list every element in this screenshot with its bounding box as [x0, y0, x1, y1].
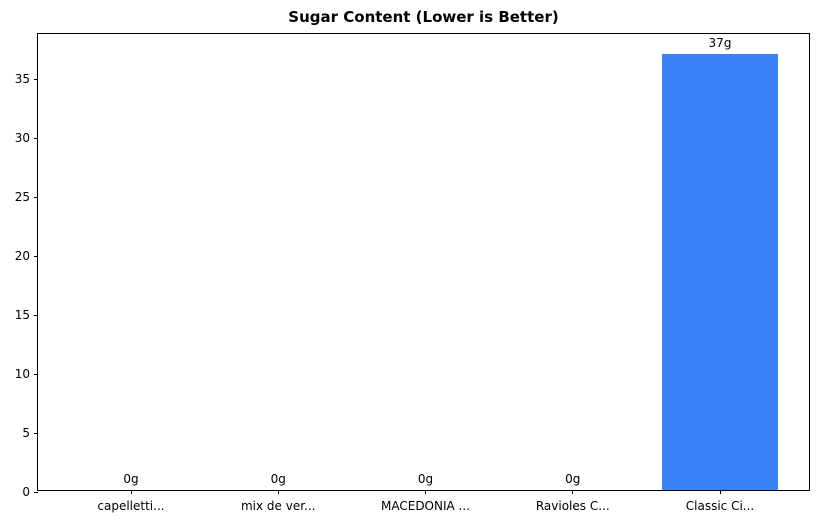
bar-value-label: 37g: [708, 35, 732, 50]
bar-value-label: 0g: [565, 472, 581, 486]
bar-value-label: 0g: [123, 472, 139, 486]
y-tick: [34, 432, 38, 434]
x-tick-label: mix de ver...: [240, 499, 316, 513]
x-tick-label: Classic Ci...: [685, 499, 755, 513]
x-tick: [572, 490, 574, 494]
y-tick-label: 15: [14, 308, 30, 323]
bar-value-label: 0g: [270, 472, 286, 486]
x-tick: [277, 490, 279, 494]
y-tick-label: 35: [14, 72, 30, 87]
y-tick: [34, 196, 38, 198]
x-tick-label: Ravioles C...: [535, 499, 610, 513]
y-tick: [34, 78, 38, 80]
y-tick-label: 30: [14, 131, 30, 146]
bar: [662, 53, 778, 490]
y-tick: [34, 491, 38, 493]
x-tick-label: MACEDONIA ...: [381, 499, 470, 513]
x-tick-label: capelletti...: [97, 499, 165, 513]
bar-value-label: 0g: [417, 472, 434, 486]
y-tick-label: 0: [22, 485, 30, 499]
x-tick: [719, 490, 721, 494]
plot-area: 0 5 10 15 20 25 30 35 0g capelletti... 0g mix de ve…: [15, 33, 810, 513]
x-tick: [130, 490, 132, 494]
x-tick: [425, 490, 426, 494]
y-tick: [34, 137, 38, 139]
y-tick-label: 20: [14, 249, 30, 264]
y-tick-label: 10: [14, 367, 30, 382]
y-tick: [34, 255, 38, 257]
y-tick: [34, 314, 38, 316]
y-tick-label: 25: [14, 190, 30, 205]
chart-title: Sugar Content (Lower is Better): [288, 8, 559, 26]
y-tick-label: 5: [22, 426, 30, 441]
y-tick: [34, 373, 38, 375]
